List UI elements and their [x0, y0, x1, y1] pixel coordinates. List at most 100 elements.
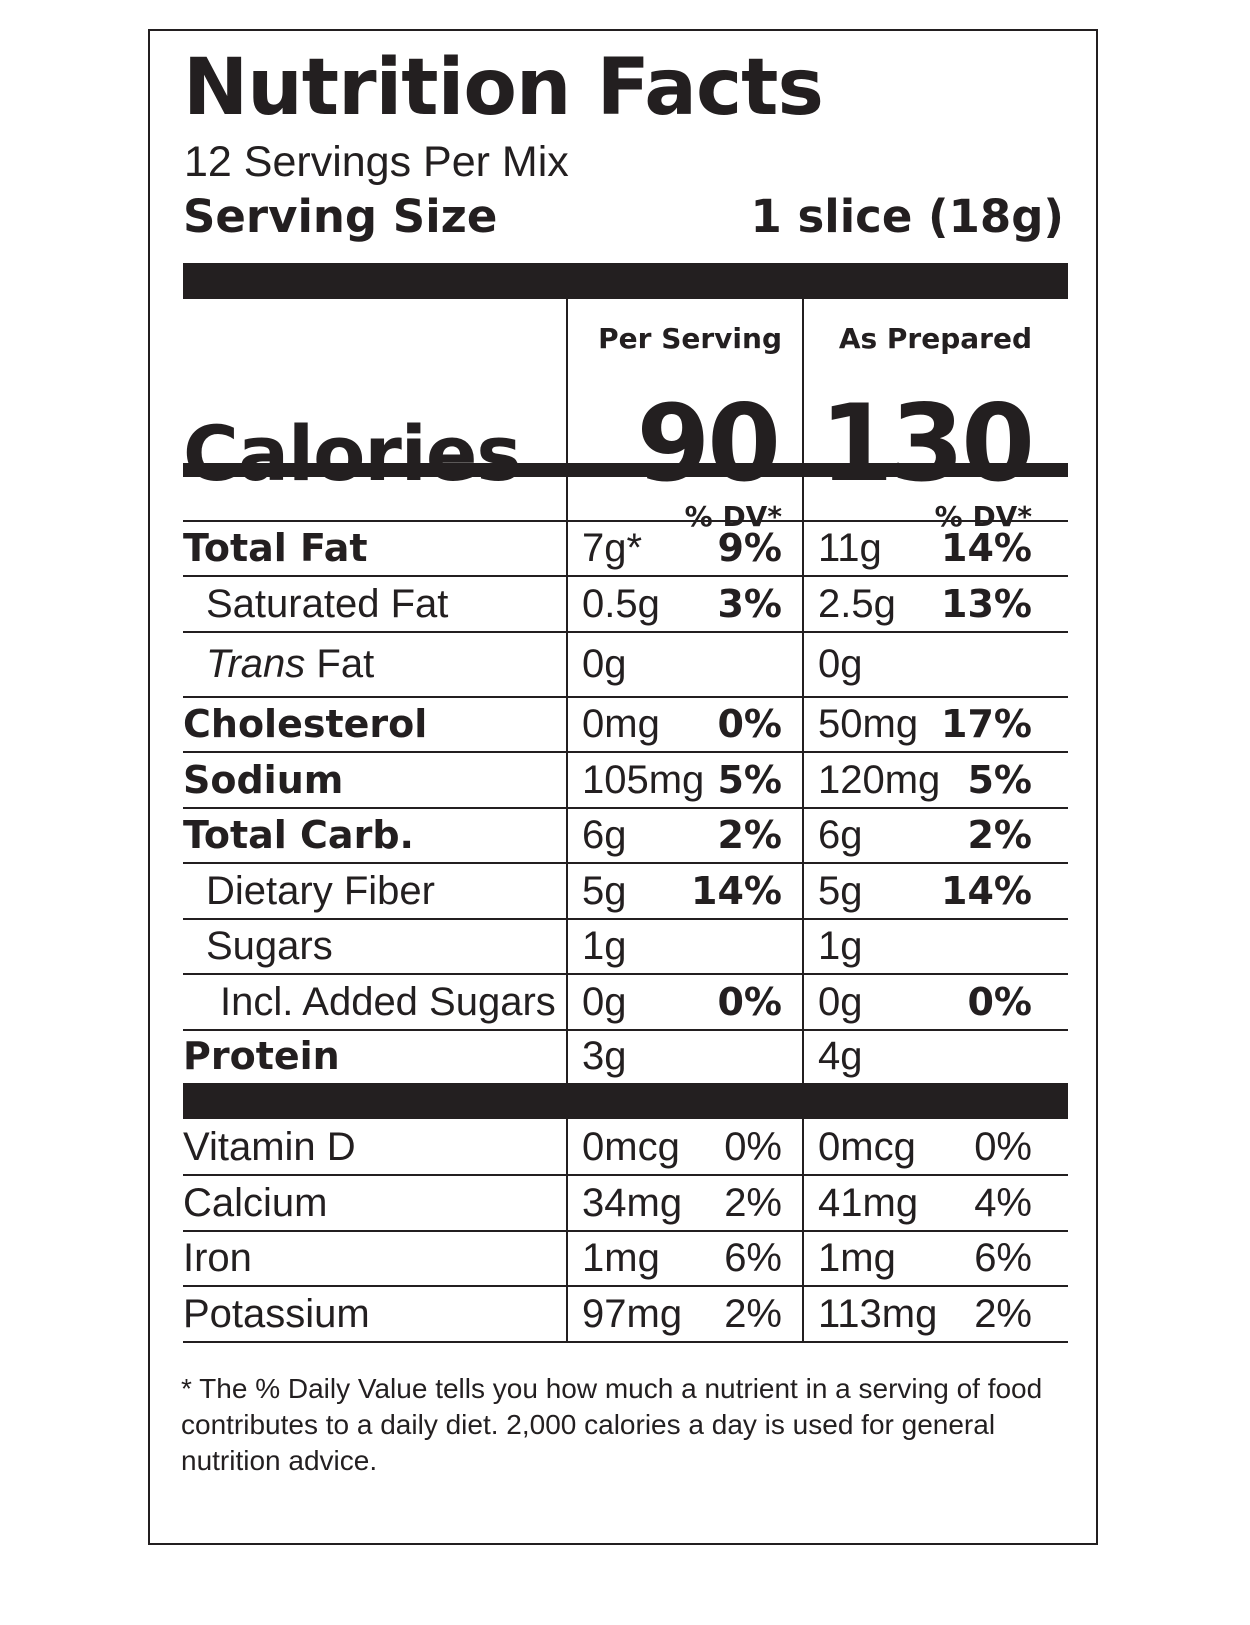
nutrient-amount-as-prepared: 2.5g	[818, 582, 896, 626]
nutrient-name: Total Fat	[183, 526, 368, 570]
vitamin-pct-as-prepared: 2%	[974, 1292, 1032, 1336]
nutrient-row: Trans Fat 0g 0g	[150, 632, 1096, 697]
calories-per-serving: 90	[636, 382, 781, 505]
vitamin-pct-as-prepared: 4%	[974, 1181, 1032, 1225]
nutrient-amount-as-prepared: 1g	[818, 924, 863, 968]
nutrient-amount-as-prepared: 120mg	[818, 758, 941, 802]
nutrient-pct-as-prepared: 17%	[941, 702, 1032, 746]
row-divider	[183, 918, 1068, 920]
row-divider	[183, 807, 1068, 809]
nutrient-name: Incl. Added Sugars	[220, 980, 556, 1024]
nutrient-amount-per-serving: 5g	[582, 869, 627, 913]
nutrient-pct-per-serving: 14%	[691, 869, 782, 913]
nutrient-row: Protein 3g 4g	[150, 1030, 1096, 1083]
nutrient-amount-per-serving: 0g	[582, 980, 627, 1024]
nutrient-row: Sugars 1g 1g	[150, 919, 1096, 974]
nutrient-name: Sodium	[183, 758, 344, 802]
nutrient-pct-per-serving: 9%	[717, 526, 782, 570]
vitamin-amount-per-serving: 97mg	[582, 1292, 683, 1336]
nutrient-row: Cholesterol 0mg 0% 50mg 17%	[150, 697, 1096, 752]
nutrient-name: Dietary Fiber	[206, 869, 435, 913]
row-divider	[183, 1230, 1068, 1232]
nutrient-name: Protein	[183, 1034, 340, 1078]
vitamin-row: Potassium 97mg 2% 113mg 2%	[150, 1286, 1096, 1342]
vitamin-amount-as-prepared: 113mg	[818, 1292, 938, 1336]
nutrient-amount-per-serving: 0mg	[582, 702, 660, 746]
vitamin-pct-per-serving: 6%	[724, 1236, 782, 1280]
nutrient-amount-per-serving: 1g	[582, 924, 627, 968]
nutrient-amount-per-serving: 6g	[582, 813, 627, 857]
nutrient-amount-per-serving: 0g	[582, 642, 627, 686]
row-divider	[183, 1285, 1068, 1287]
vitamin-amount-per-serving: 1mg	[582, 1236, 660, 1280]
nutrient-name: Trans Fat	[206, 632, 374, 697]
nutrient-amount-as-prepared: 6g	[818, 813, 863, 857]
nutrient-name: Total Carb.	[183, 813, 414, 857]
nutrient-pct-as-prepared: 2%	[967, 813, 1032, 857]
nutrient-name: Sugars	[206, 924, 333, 968]
nutrient-pct-per-serving: 3%	[717, 582, 782, 626]
nutrient-pct-as-prepared: 13%	[941, 582, 1032, 626]
vitamin-name: Potassium	[183, 1292, 370, 1336]
nutrient-row: Total Fat 7g* 9% 11g 14%	[150, 520, 1096, 576]
column-header-per-serving: Per Serving	[598, 322, 782, 355]
nutrient-pct-per-serving: 0%	[717, 702, 782, 746]
nutrient-amount-as-prepared: 4g	[818, 1034, 863, 1078]
nutrient-amount-as-prepared: 50mg	[818, 702, 919, 746]
vitamin-pct-as-prepared: 0%	[974, 1125, 1032, 1169]
row-divider	[183, 575, 1068, 577]
panel-title: Nutrition Facts	[183, 43, 824, 133]
calories-divider	[183, 463, 1068, 477]
column-divider-2	[802, 299, 804, 1343]
nutrient-amount-per-serving: 0.5g	[582, 582, 660, 626]
nutrient-row: Sodium 105mg 5% 120mg 5%	[150, 752, 1096, 808]
nutrient-row: Total Carb. 6g 2% 6g 2%	[150, 808, 1096, 863]
vitamin-amount-per-serving: 34mg	[582, 1181, 683, 1225]
nutrient-pct-as-prepared: 5%	[967, 758, 1032, 802]
nutrient-amount-as-prepared: 5g	[818, 869, 863, 913]
nutrient-pct-as-prepared: 0%	[967, 980, 1032, 1024]
nutrient-name: Saturated Fat	[206, 582, 449, 626]
nutrient-row: Dietary Fiber 5g 14% 5g 14%	[150, 863, 1096, 919]
serving-size-value: 1 slice (18g)	[750, 190, 1064, 243]
nutrient-amount-per-serving: 7g*	[582, 526, 643, 570]
nutrient-amount-per-serving: 105mg	[582, 758, 705, 802]
vitamin-row: Iron 1mg 6% 1mg 6%	[150, 1230, 1096, 1286]
nutrient-amount-as-prepared: 11g	[818, 526, 882, 570]
nutrient-pct-as-prepared: 14%	[941, 526, 1032, 570]
nutrient-pct-per-serving: 0%	[717, 980, 782, 1024]
row-divider	[183, 631, 1068, 633]
vitamin-pct-per-serving: 0%	[724, 1125, 782, 1169]
calories-as-prepared: 130	[819, 382, 1035, 505]
nutrient-pct-as-prepared: 14%	[941, 869, 1032, 913]
dv-header-as-prepared: % DV*	[934, 500, 1032, 533]
nutrient-row: Saturated Fat 0.5g 3% 2.5g 13%	[150, 576, 1096, 632]
row-divider	[183, 1341, 1068, 1343]
vitamin-pct-per-serving: 2%	[724, 1181, 782, 1225]
dv-header-per-serving: % DV*	[684, 500, 782, 533]
nutrient-amount-as-prepared: 0g	[818, 980, 863, 1024]
vitamin-amount-as-prepared: 1mg	[818, 1236, 896, 1280]
vitamin-row: Calcium 34mg 2% 41mg 4%	[150, 1175, 1096, 1231]
nutrient-amount-per-serving: 3g	[582, 1034, 627, 1078]
vitamin-amount-as-prepared: 0mcg	[818, 1125, 916, 1169]
thick-divider-top	[183, 263, 1068, 299]
row-divider	[183, 862, 1068, 864]
thick-divider-vitamins	[183, 1083, 1068, 1119]
nutrient-row: Incl. Added Sugars 0g 0% 0g 0%	[150, 974, 1096, 1030]
vitamin-amount-as-prepared: 41mg	[818, 1181, 919, 1225]
vitamin-name: Vitamin D	[183, 1125, 356, 1169]
row-divider	[183, 751, 1068, 753]
row-divider	[183, 1174, 1068, 1176]
vitamin-name: Calcium	[183, 1181, 328, 1225]
dv-header-divider	[183, 520, 1068, 522]
nutrient-name: Cholesterol	[183, 702, 428, 746]
serving-size-label: Serving Size	[183, 190, 498, 243]
vitamin-pct-as-prepared: 6%	[974, 1236, 1032, 1280]
row-divider	[183, 696, 1068, 698]
nutrient-pct-per-serving: 5%	[717, 758, 782, 802]
row-divider	[183, 1029, 1068, 1031]
vitamin-row: Vitamin D 0mcg 0% 0mcg 0%	[150, 1119, 1096, 1175]
vitamin-amount-per-serving: 0mcg	[582, 1125, 680, 1169]
vitamin-pct-per-serving: 2%	[724, 1292, 782, 1336]
